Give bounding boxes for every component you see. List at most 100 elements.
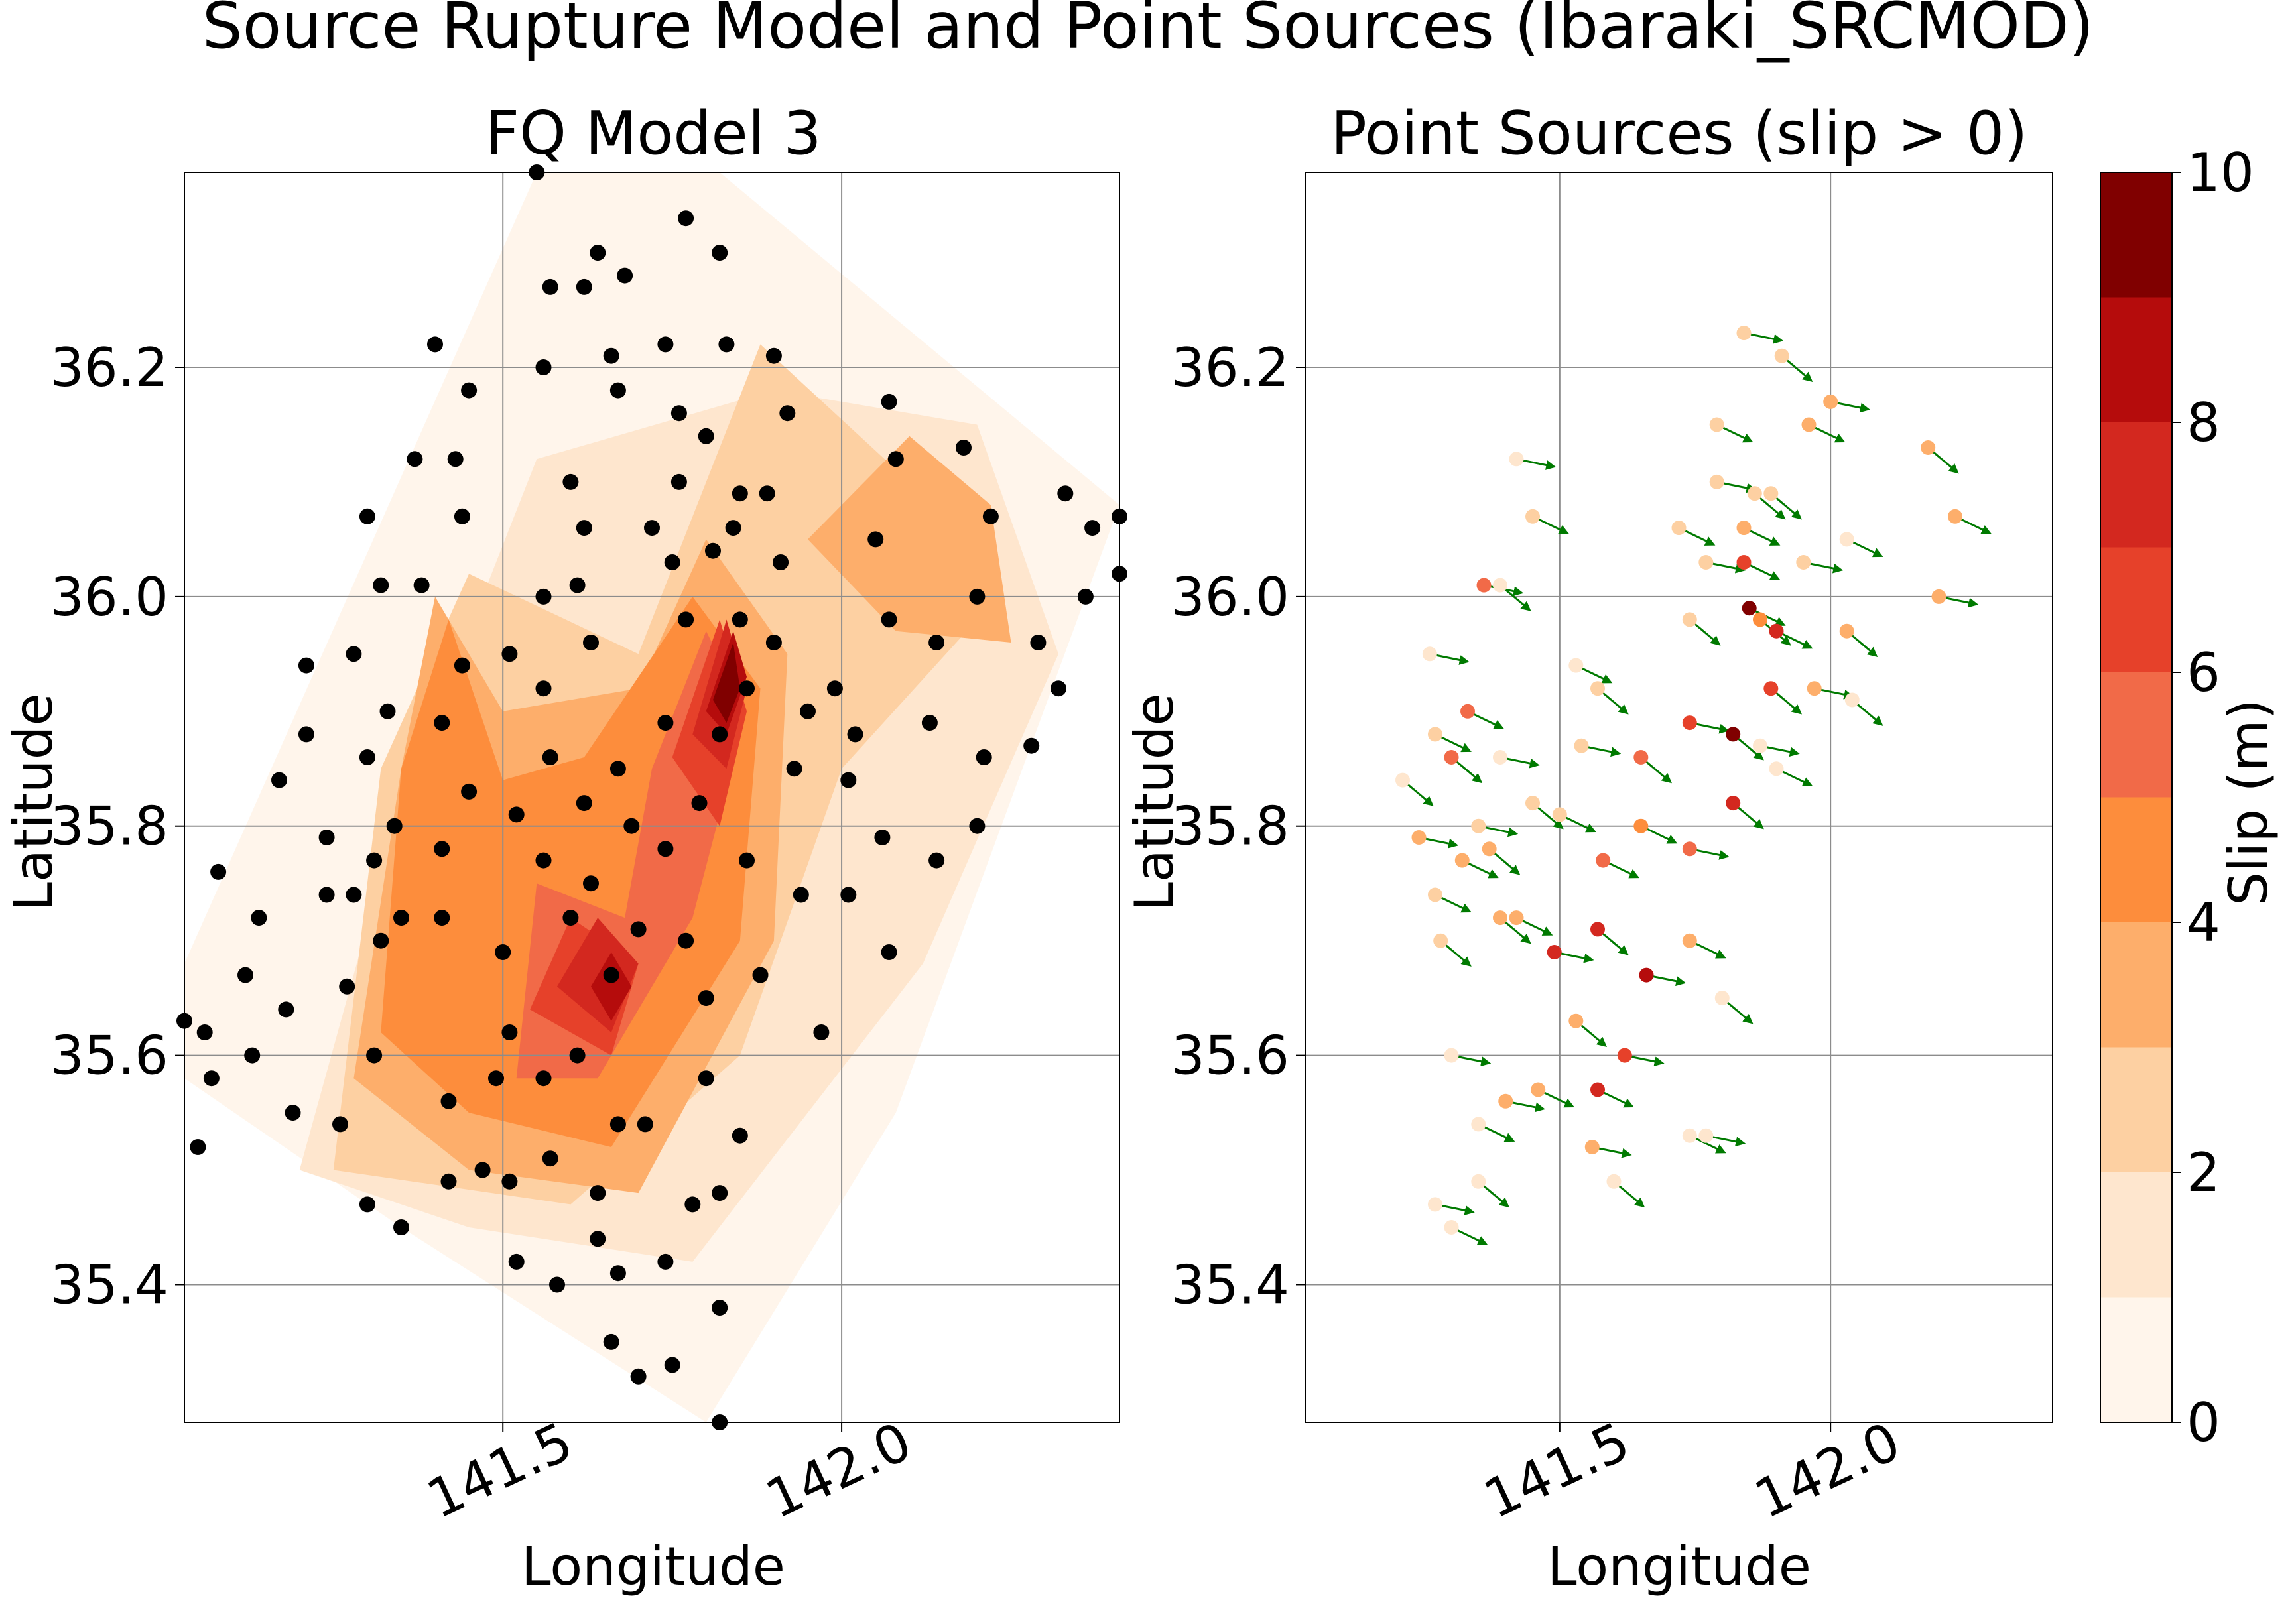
point-source [1753, 738, 1767, 753]
subfault-point [542, 1150, 558, 1167]
subfault-point [732, 485, 748, 502]
point-source [1709, 474, 1724, 489]
point-source [1796, 555, 1811, 570]
subfault-point [712, 1185, 728, 1201]
subfault-point [379, 703, 396, 719]
point-source [1568, 1013, 1584, 1028]
subfault-point [759, 485, 775, 502]
point-source [1590, 922, 1605, 937]
left-ytick-label: 35.8 [50, 796, 168, 857]
subfault-point [826, 680, 843, 697]
slip-contour-level-9 [713, 643, 740, 723]
subfault-point [684, 1196, 701, 1213]
point-source [1476, 578, 1492, 593]
right-ytick-label: 35.6 [1171, 1025, 1289, 1087]
colorbar-band [2100, 797, 2172, 922]
subfault-point [698, 428, 714, 444]
subfault-point [609, 761, 626, 777]
subfault-point [732, 611, 748, 628]
point-source [1807, 681, 1822, 696]
subfault-point [454, 657, 470, 674]
left-panel: FQ Model 3 141.5 142.0 35.4 35.6 35.8 36.0 36.… [3, 99, 1127, 1597]
colorbar: 0 2 4 6 8 10 Slip (m) [2100, 142, 2279, 1453]
subfault-point [474, 1162, 491, 1178]
right-x-axis-label: Longitude [1547, 1536, 1811, 1597]
subfault-point [847, 726, 863, 743]
subfault-point [535, 359, 552, 375]
subfault-point [285, 1105, 301, 1121]
figure-title: Source Rupture Model and Point Sources (… [202, 0, 2094, 63]
point-source [1774, 348, 1789, 363]
colorbar-tick-label: 0 [2187, 1392, 2220, 1453]
subfault-point [237, 967, 253, 983]
left-panel-title: FQ Model 3 [485, 99, 821, 168]
subfault-point [359, 749, 375, 765]
point-source [1639, 967, 1654, 983]
subfault-point [657, 336, 674, 353]
point-source [1411, 830, 1427, 845]
right-panel: Point Sources (slip > 0) 141.5 142.0 35.4 3… [1123, 99, 2053, 1597]
point-source [1617, 1048, 1632, 1063]
subfault-point [793, 887, 809, 903]
colorbar-band [2100, 1047, 2172, 1172]
colorbar-ticks: 0 2 4 6 8 10 [2172, 142, 2254, 1453]
subfault-point [779, 405, 796, 422]
left-subfault-points [176, 164, 1127, 1430]
point-source [1471, 1174, 1486, 1189]
subfault-point [1077, 588, 1094, 605]
subfault-point [461, 783, 478, 800]
point-source [1753, 612, 1767, 627]
point-source [1574, 738, 1589, 753]
subfault-point [786, 761, 802, 777]
point-source [1801, 417, 1817, 432]
subfault-point [190, 1139, 206, 1155]
subfault-point [583, 875, 599, 892]
subfault-point [1051, 680, 1066, 697]
subfault-point [535, 588, 552, 605]
point-source [1493, 910, 1507, 926]
slip-contour-level-3 [808, 436, 1011, 643]
subfault-point [840, 772, 857, 788]
subfault-point [976, 749, 992, 765]
point-source [1844, 692, 1860, 708]
subfault-point [413, 577, 430, 593]
point-source [1444, 1220, 1459, 1235]
right-ytick-label: 35.4 [1171, 1254, 1289, 1316]
subfault-point [609, 1116, 626, 1133]
subfault-point [549, 1276, 565, 1293]
point-source [1931, 589, 1946, 604]
subfault-point [434, 715, 450, 731]
subfault-point [244, 1047, 261, 1064]
point-source [1839, 623, 1854, 639]
subfault-point [346, 646, 362, 662]
colorbar-tick-label: 8 [2187, 392, 2220, 454]
point-source [1531, 1082, 1546, 1097]
point-source [1552, 807, 1567, 822]
point-source [1444, 1048, 1459, 1063]
subfault-point [576, 278, 592, 295]
subfault-point [461, 382, 478, 399]
point-source [1698, 1128, 1714, 1143]
point-source [1428, 887, 1442, 902]
subfault-point [393, 910, 409, 926]
point-source [1568, 658, 1584, 673]
subfault-point [203, 1070, 220, 1087]
subfault-point [407, 451, 423, 467]
subfault-point [773, 554, 789, 570]
subfault-point [698, 990, 714, 1007]
left-y-axis-label: Latitude [3, 693, 64, 911]
right-panel-title: Point Sources (slip > 0) [1331, 99, 2028, 168]
point-source [1682, 933, 1697, 948]
colorbar-tick-label: 4 [2187, 892, 2220, 954]
right-y-axis-label: Latitude [1123, 693, 1185, 911]
subfault-point [698, 1070, 714, 1087]
colorbar-band [2100, 172, 2172, 298]
point-source [1471, 818, 1486, 833]
point-source [1682, 612, 1697, 627]
colorbar-band [2100, 1297, 2172, 1422]
subfault-point [562, 910, 579, 926]
subfault-point [657, 841, 674, 857]
subfault-point [630, 1368, 647, 1385]
subfault-point [1057, 485, 1074, 502]
